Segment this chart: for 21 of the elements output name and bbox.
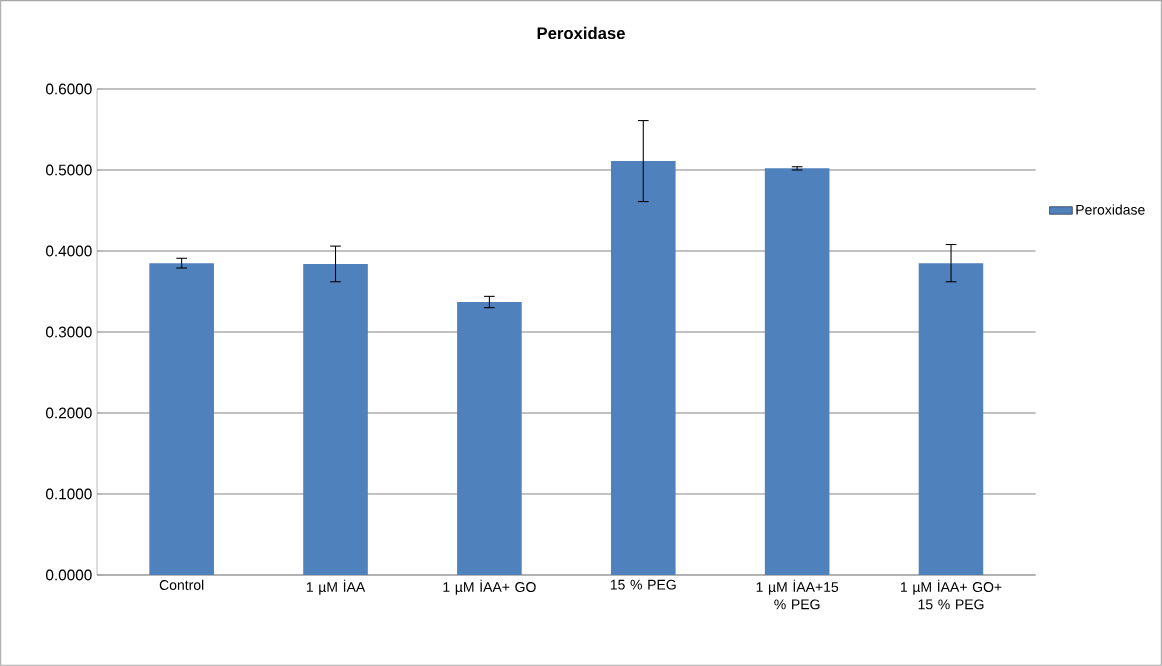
bar [764,168,830,575]
y-tick-label: 0.4000 [46,245,92,257]
x-tick-label: 1 µM İAA [306,579,366,595]
y-tick-label: 0.5000 [46,164,92,176]
y-tick-label: 0.1000 [46,488,92,500]
x-tick-label: Control [159,579,204,590]
x-tick-label: 1 µM İAA+ GO+ 15 % PEG [900,579,1002,610]
y-tick-label: 0.2000 [46,407,92,419]
bar [457,302,522,575]
y-tick-label: 0.3000 [46,326,92,338]
x-tick-label: 15 % PEG [610,579,676,590]
x-tick-label: 1 µM İAA+15 % PEG [756,579,839,610]
y-tick-label: 0.6000 [46,83,92,95]
x-tick-label: 1 µM İAA+ GO [443,579,536,595]
legend-label: Peroxidase [1076,204,1145,215]
bar [303,263,368,575]
bar [918,263,984,575]
bar [149,263,214,575]
y-tick-label: 0.0000 [46,569,92,581]
chart-title: Peroxidase [537,26,625,40]
bar [610,161,676,575]
